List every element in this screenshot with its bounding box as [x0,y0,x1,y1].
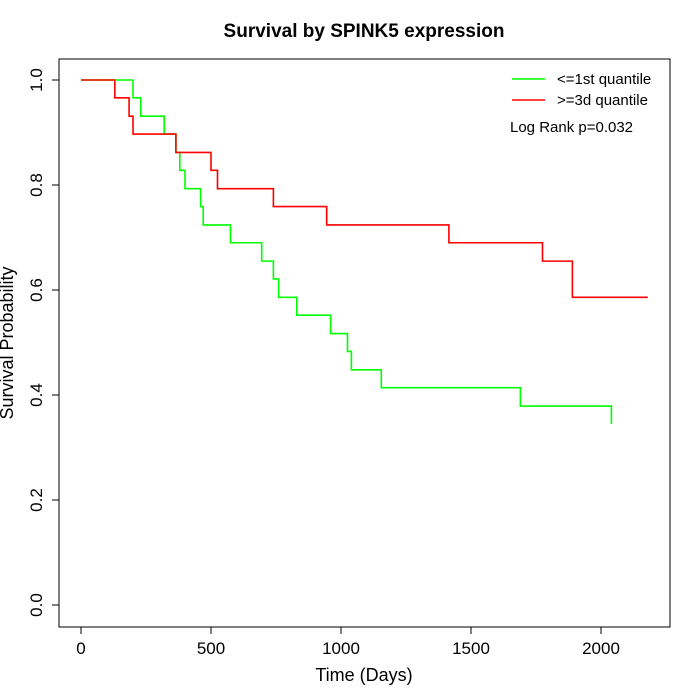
plot-frame [58,58,671,628]
x-axis: 0 500 1000 1500 2000 [76,626,620,658]
log-rank-annotation: Log Rank p=0.032 [510,119,633,136]
y-axis: 0.0 0.2 0.4 0.6 0.8 1.0 [27,68,60,617]
x-axis-label: Time (Days) [315,665,412,685]
y-tick-label: 0.8 [27,173,46,197]
series-line-high-quantile [81,79,648,299]
x-tick-label: 1500 [452,639,490,658]
y-tick-label: 0.0 [27,593,46,617]
y-tick-label: 0.4 [27,383,46,407]
x-tick-label: 2000 [582,639,620,658]
x-tick-label: 1000 [322,639,360,658]
y-axis-label: Survival Probability [0,266,17,419]
x-tick-label: 0 [76,639,85,658]
x-tick-label: 500 [197,639,225,658]
legend-label-low: <=1st quantile [557,71,651,88]
y-tick-label: 1.0 [27,68,46,92]
series-layer [81,79,648,424]
chart-title: Survival by SPINK5 expression [224,21,505,42]
y-tick-label: 0.2 [27,488,46,512]
legend-label-high: >=3d quantile [557,92,648,109]
legend: <=1st quantile >=3d quantile [512,71,651,109]
y-tick-label: 0.6 [27,278,46,302]
